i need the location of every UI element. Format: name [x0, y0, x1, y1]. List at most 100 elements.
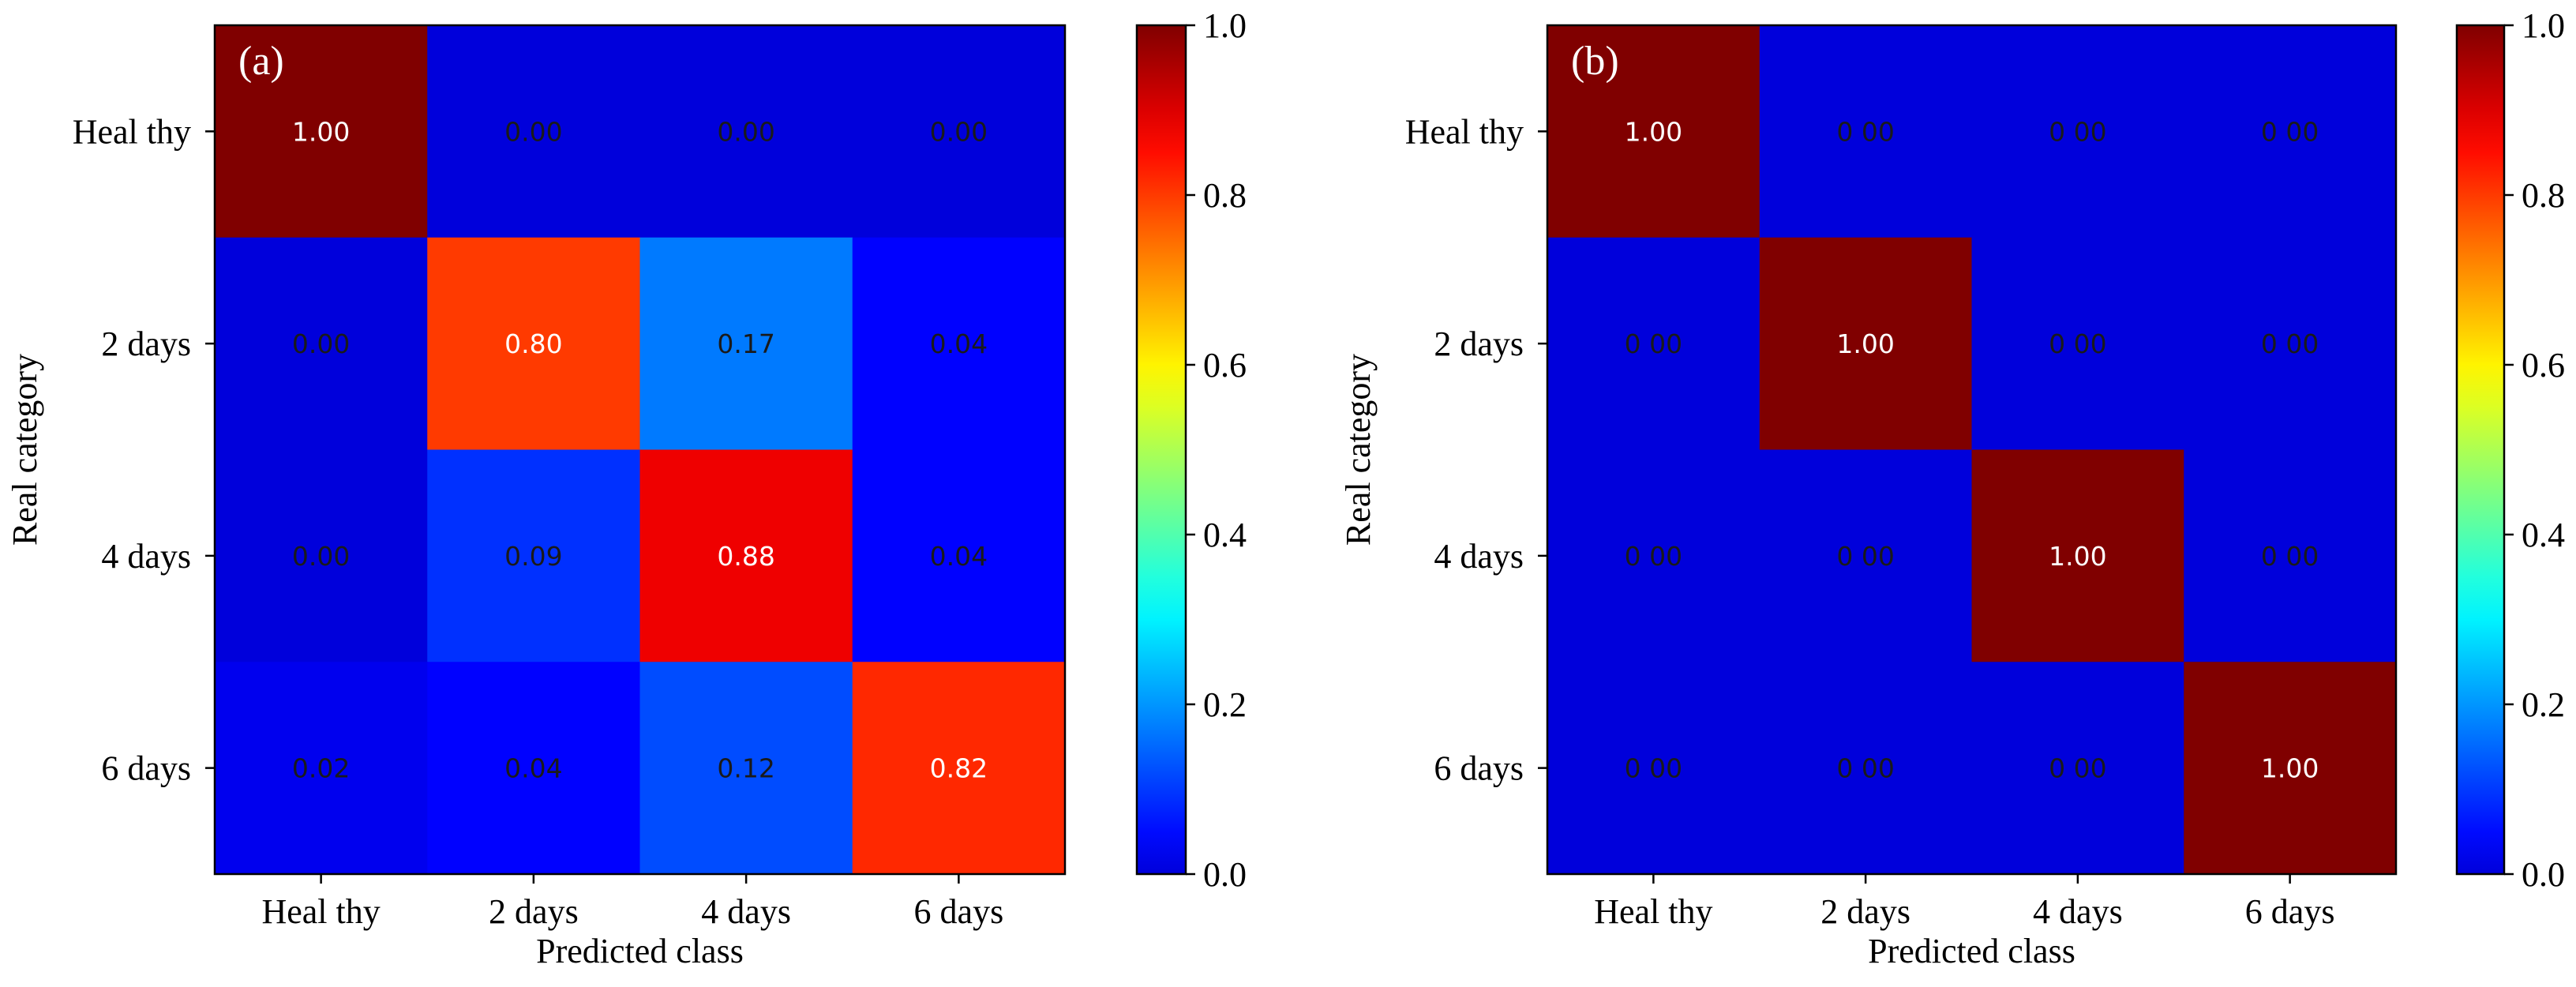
- colorbar-tick-label: 1.0: [1203, 6, 1247, 45]
- panel-label: (a): [238, 39, 284, 84]
- cell-value-label: 0.04: [930, 328, 988, 359]
- plot-frame: [213, 24, 1067, 876]
- cell-value-label: 0.17: [717, 328, 774, 359]
- heatmap-cell: [1971, 662, 2184, 875]
- cell-value-label: 0 00: [1625, 753, 1682, 784]
- colorbar-tick-label: 0.6: [1203, 346, 1247, 385]
- heatmap-cell: [427, 662, 641, 875]
- cell-value-label: 1.00: [1625, 116, 1682, 147]
- y-tick-label: 2 days: [101, 325, 191, 363]
- heatmap-cell: [1547, 662, 1760, 875]
- colorbar-tick-label: 0.6: [2522, 346, 2565, 385]
- heatmap-cell: [1971, 25, 2184, 238]
- x-tick-label: 2 days: [1820, 892, 1910, 931]
- cell-value-label: 1.00: [1836, 328, 1894, 359]
- cell-value-label: 0 00: [1836, 541, 1894, 572]
- heatmap-cell: [852, 25, 1066, 238]
- heatmap-cell: [215, 237, 428, 451]
- plot-frame: [1546, 24, 2398, 876]
- colorbar-tick-label: 1.0: [2522, 6, 2565, 45]
- x-tick-label: Heal thy: [1594, 892, 1712, 931]
- cell-value-label: 1.00: [292, 116, 350, 147]
- cell-value-label: 0.02: [292, 753, 350, 784]
- y-axis-title: Real category: [1339, 354, 1378, 546]
- cell-value-label: 0.12: [717, 753, 774, 784]
- panel-label: (b): [1571, 39, 1619, 84]
- cell-value-label: 0 00: [1625, 328, 1682, 359]
- y-tick-label: 6 days: [1434, 749, 1524, 788]
- heatmap-cell: [2184, 662, 2397, 875]
- x-tick-label: 4 days: [701, 892, 791, 931]
- cell-value-label: 1.00: [2049, 541, 2106, 572]
- colorbar-tick-label: 0.2: [2522, 685, 2565, 724]
- colorbar-tick-label: 0.8: [1203, 176, 1247, 215]
- cell-value-label: 0 00: [2049, 116, 2106, 147]
- colorbar-tick-label: 0.8: [2522, 176, 2565, 215]
- y-axis-title: Real category: [6, 354, 44, 546]
- colorbar: [2455, 24, 2506, 876]
- heatmap-cell: [1971, 449, 2184, 662]
- heatmap-cell: [427, 449, 641, 662]
- cell-value-label: 0.00: [292, 541, 350, 572]
- cell-value-label: 0 00: [1836, 116, 1894, 147]
- cell-value-label: 0 00: [1625, 541, 1682, 572]
- heatmap-cell: [639, 449, 853, 662]
- heatmap-cell: [639, 662, 853, 875]
- colorbar-tick-label: 0.0: [2522, 855, 2565, 894]
- cell-value-label: 0.04: [930, 541, 988, 572]
- heatmap-cell: [1759, 237, 1973, 451]
- cell-value-label: 0 00: [2049, 753, 2106, 784]
- cell-value-label: 0.00: [504, 116, 562, 147]
- heatmap-cell: [1971, 237, 2184, 451]
- colorbar-tick-label: 0.4: [1203, 516, 1247, 554]
- cell-value-label: 0 00: [2261, 541, 2319, 572]
- heatmap-cell: [215, 449, 428, 662]
- y-tick-label: Heal thy: [1405, 112, 1524, 151]
- x-axis-title: Predicted class: [536, 932, 744, 970]
- colorbar-tick-label: 0.4: [2522, 516, 2565, 554]
- colorbar-tick-label: 0.0: [1203, 855, 1247, 894]
- heatmap-cell: [215, 25, 428, 238]
- heatmap-cell: [639, 237, 853, 451]
- panel-a: 1.00 0.00 0.00 0.00 0.00 0.80 0.17 0.04 0.00 0.09…: [6, 6, 1247, 970]
- heatmap-cell: [2184, 449, 2397, 662]
- y-tick-label: 6 days: [101, 749, 191, 788]
- cell-value-label: 0.00: [717, 116, 774, 147]
- heatmap-cell: [1759, 449, 1973, 662]
- cell-value-label: 0 00: [2049, 328, 2106, 359]
- y-tick-label: Heal thy: [73, 112, 191, 151]
- heatmap-cell: [427, 25, 641, 238]
- cell-value-label: 0 00: [1836, 753, 1894, 784]
- x-tick-label: Heal thy: [261, 892, 380, 931]
- y-tick-label: 4 days: [1434, 537, 1524, 576]
- colorbar-tick-label: 0.2: [1203, 685, 1247, 724]
- panel-b: 1.00 0 00 0 00 0 00 0 00 1.00 0 00 0 00 0 00 0 00…: [1339, 6, 2565, 970]
- heatmap-cell: [639, 25, 853, 238]
- heatmap-cell: [1547, 237, 1760, 451]
- cell-value-label: 0.80: [504, 328, 562, 359]
- heatmap-cell: [852, 237, 1066, 451]
- heatmap-cell: [1547, 449, 1760, 662]
- x-tick-label: 6 days: [2245, 892, 2335, 931]
- heatmap-cell: [2184, 237, 2397, 451]
- cell-value-label: 0.04: [504, 753, 562, 784]
- cell-value-label: 0.82: [930, 753, 988, 784]
- cell-value-label: 0.00: [930, 116, 988, 147]
- cell-value-label: 0 00: [2261, 116, 2319, 147]
- heatmap-cell: [1759, 662, 1973, 875]
- x-tick-label: 2 days: [489, 892, 579, 931]
- x-tick-label: 6 days: [914, 892, 1004, 931]
- heatmap-cell: [215, 662, 428, 875]
- cell-value-label: 0.88: [717, 541, 774, 572]
- cell-value-label: 0 00: [2261, 328, 2319, 359]
- cell-value-label: 1.00: [2261, 753, 2319, 784]
- heatmap-cell: [852, 662, 1066, 875]
- y-tick-label: 4 days: [101, 537, 191, 576]
- colorbar: [1135, 24, 1187, 876]
- heatmap-cell: [427, 237, 641, 451]
- heatmap-cell: [1759, 25, 1973, 238]
- x-tick-label: 4 days: [2033, 892, 2123, 931]
- cell-value-label: 0.09: [504, 541, 562, 572]
- cell-value-label: 0.00: [292, 328, 350, 359]
